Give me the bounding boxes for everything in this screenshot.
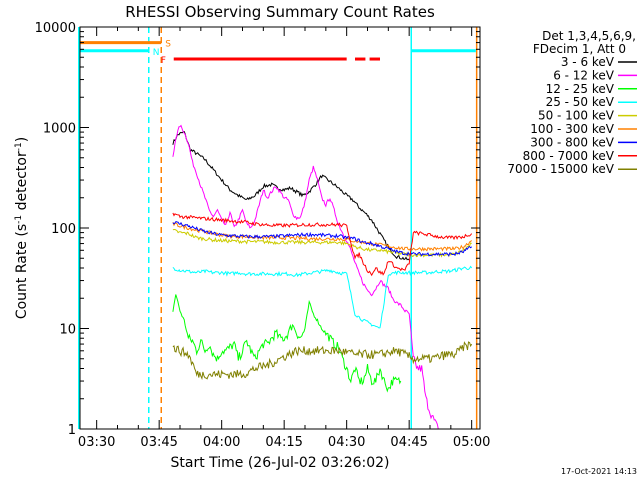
- series-line: [172, 341, 473, 381]
- axes: 1 10 100 1000 10000 03:30 03:45 04:00 04:15 04:30…: [35, 21, 491, 450]
- legend-entry-label: 100 - 300 keV: [530, 122, 614, 136]
- marker-label: F: [161, 56, 166, 66]
- series-layer: [172, 124, 473, 430]
- marker-label: S: [165, 40, 171, 50]
- timestamp: 17-Oct-2021 14:13: [561, 467, 637, 476]
- series-line: [172, 221, 473, 257]
- x-tick-label: 03:30: [78, 435, 115, 450]
- legend-entry-label: 12 - 25 keV: [546, 82, 615, 96]
- y-tick-label: 100: [51, 222, 76, 237]
- legend: Det 1,3,4,5,6,9, FDecim 1, Att 0 3 - 6 k…: [507, 29, 637, 176]
- legend-entry-label: 3 - 6 keV: [561, 55, 615, 69]
- x-tick-label: 05:00: [453, 435, 490, 450]
- y-tick-label: 10: [59, 323, 76, 338]
- x-tick-label: 04:45: [390, 435, 427, 450]
- x-axis-label: Start Time (26-Jul-02 03:26:02): [170, 455, 389, 471]
- x-tick-label: 04:00: [203, 435, 240, 450]
- legend-entry-label: 6 - 12 keV: [553, 68, 615, 82]
- vertical-markers: [78, 27, 478, 429]
- series-line: [172, 131, 410, 261]
- chart-title: RHESSI Observing Summary Count Rates: [125, 3, 435, 21]
- marker-label: N: [153, 48, 160, 58]
- y-axis-label: Count Rate (s-1 detector-1): [14, 137, 30, 319]
- y-tick-label: 1000: [43, 122, 76, 137]
- legend-entry-label: 7000 - 15000 keV: [507, 162, 614, 176]
- series-line: [172, 212, 473, 277]
- x-tick-label: 04:15: [265, 435, 302, 450]
- y-tick-label: 10000: [35, 21, 76, 36]
- series-line: [172, 265, 473, 329]
- legend-entry-label: 800 - 7000 keV: [523, 149, 615, 163]
- legend-header-line2: FDecim 1, Att 0: [533, 42, 626, 56]
- x-tick-label: 04:30: [328, 435, 365, 450]
- series-line: [172, 124, 439, 430]
- series-line: [172, 294, 402, 393]
- legend-entry-label: 300 - 800 keV: [530, 135, 614, 149]
- legend-entry-label: 50 - 100 keV: [538, 109, 615, 123]
- attenuator-flag-bars: SNF: [80, 40, 476, 66]
- y-tick-label: 1: [68, 423, 76, 438]
- x-tick-label: 03:45: [140, 435, 177, 450]
- series-line: [172, 222, 472, 252]
- legend-header-line1: Det 1,3,4,5,6,9,: [542, 29, 636, 43]
- legend-entry-label: 25 - 50 keV: [546, 95, 615, 109]
